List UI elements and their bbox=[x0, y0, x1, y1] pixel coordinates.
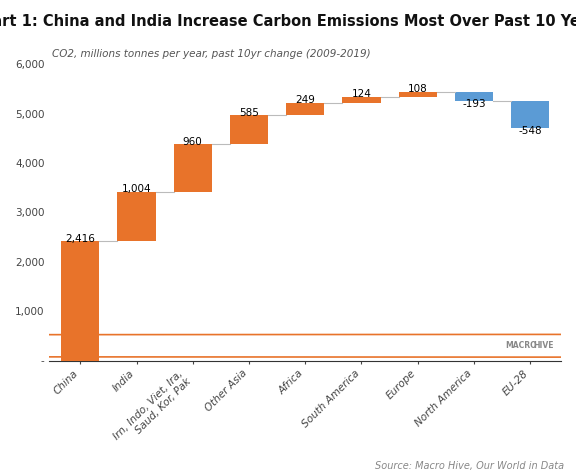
Text: 108: 108 bbox=[408, 84, 427, 94]
Bar bbox=[118, 191, 156, 241]
Text: 960: 960 bbox=[183, 137, 203, 146]
Bar bbox=[173, 144, 212, 191]
Text: 585: 585 bbox=[239, 108, 259, 118]
Bar bbox=[399, 91, 437, 97]
Text: 249: 249 bbox=[295, 95, 315, 105]
Text: 2,416: 2,416 bbox=[65, 234, 95, 244]
Bar bbox=[61, 241, 100, 361]
Text: -193: -193 bbox=[462, 99, 486, 109]
Text: Chart 1: China and India Increase Carbon Emissions Most Over Past 10 Years: Chart 1: China and India Increase Carbon… bbox=[0, 14, 576, 29]
Bar bbox=[454, 91, 493, 101]
Text: 1,004: 1,004 bbox=[122, 184, 151, 194]
Bar bbox=[342, 97, 381, 103]
Text: HIVE: HIVE bbox=[533, 341, 554, 350]
Text: CO2, millions tonnes per year, past 10yr change (2009-2019): CO2, millions tonnes per year, past 10yr… bbox=[52, 49, 371, 59]
Bar bbox=[286, 103, 324, 115]
Text: 124: 124 bbox=[351, 89, 372, 99]
Bar bbox=[230, 115, 268, 144]
Text: MACRO: MACRO bbox=[505, 341, 536, 350]
Text: Source: Macro Hive, Our World in Data: Source: Macro Hive, Our World in Data bbox=[376, 461, 564, 471]
Bar bbox=[511, 101, 549, 128]
Text: -548: -548 bbox=[518, 126, 542, 136]
